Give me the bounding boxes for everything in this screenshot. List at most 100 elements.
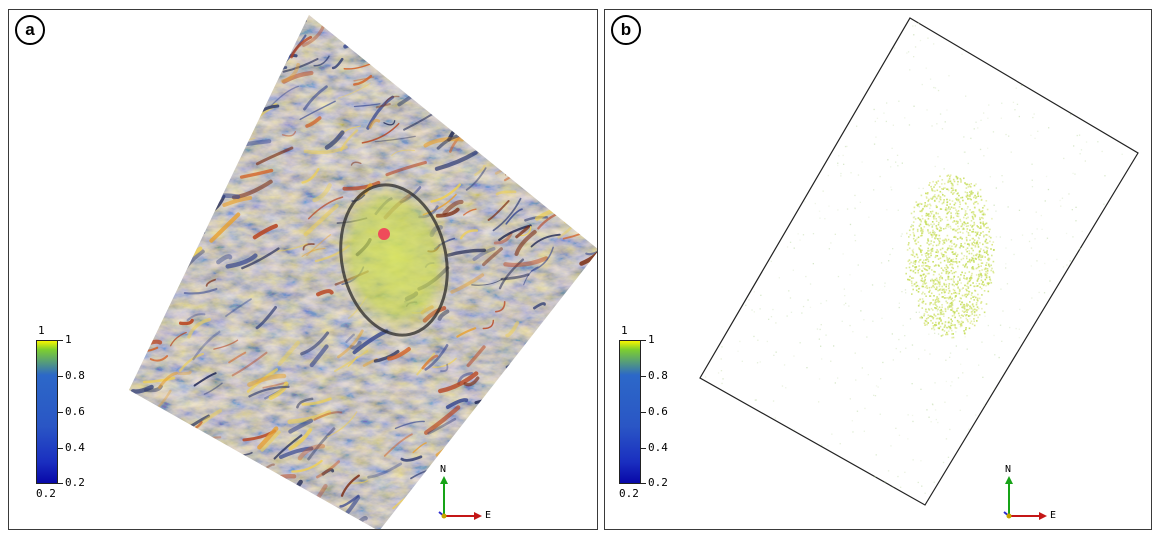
point [854,352,856,354]
streak [241,247,280,270]
point [933,481,935,483]
point [960,179,962,181]
point [971,268,974,270]
point [985,238,988,241]
point [988,104,990,106]
streak [232,17,269,26]
point [950,247,952,250]
point [907,260,910,263]
point [844,145,847,148]
point [1062,266,1065,268]
point [1033,113,1035,115]
point [964,332,966,335]
point [931,125,933,127]
point [946,326,949,329]
point [970,220,973,222]
point [1075,206,1077,208]
point [947,330,950,332]
point [935,307,937,310]
point [906,52,908,54]
point [941,253,943,256]
point [936,300,939,302]
point [938,306,941,309]
streak [192,330,221,361]
panel-b: b 1 1 0.8 0.6 0.4 0.2 0.2 N E [604,9,1152,530]
point [956,222,959,224]
streak [357,10,372,11]
point [974,214,977,217]
point [953,261,955,263]
seed-detection-map-b [699,17,1139,506]
point [1085,141,1088,143]
point [952,216,955,219]
point [883,112,885,114]
point [908,266,911,269]
point [932,231,934,234]
streak [514,230,537,256]
point [934,315,937,317]
streak [139,161,164,175]
point [961,253,963,255]
colorbar-tick: 0.4 [648,441,668,454]
point [951,307,954,309]
point [801,312,803,314]
point [977,226,979,228]
point [892,124,894,126]
streak [287,410,332,424]
streak [288,428,312,451]
point [920,230,922,232]
point [950,214,952,217]
streak [484,24,498,32]
point [967,280,970,283]
streak [427,417,457,435]
point [936,123,938,125]
point [937,238,939,240]
streak [168,30,200,46]
streak [278,446,314,460]
point [946,208,948,210]
point [964,336,966,338]
point [961,224,964,227]
point [964,210,967,212]
point [993,334,995,337]
point [934,324,936,326]
point [958,300,961,303]
point [980,301,983,303]
point [939,226,941,228]
streak [547,461,565,481]
point [956,310,958,312]
point [969,284,972,287]
point [927,214,929,216]
point [919,245,922,247]
point [961,306,963,309]
point [948,261,951,263]
point [924,320,927,322]
point [935,211,937,214]
streak [579,44,597,65]
streak [253,496,282,520]
point [932,234,934,237]
point [979,218,981,221]
point [954,326,956,328]
point [806,367,808,369]
point [983,235,985,238]
streak [142,491,177,512]
point [965,327,967,329]
point [977,127,979,129]
point [1000,288,1002,290]
point [931,327,933,330]
point [983,225,985,228]
point [919,298,921,301]
streak [288,418,314,434]
point [990,248,992,250]
point [837,164,839,167]
point [908,236,910,238]
point [831,433,833,435]
point [973,224,975,226]
point [948,206,950,208]
streak [510,516,526,529]
point [947,292,950,294]
point [943,290,946,292]
point [882,361,884,364]
point [977,246,980,248]
